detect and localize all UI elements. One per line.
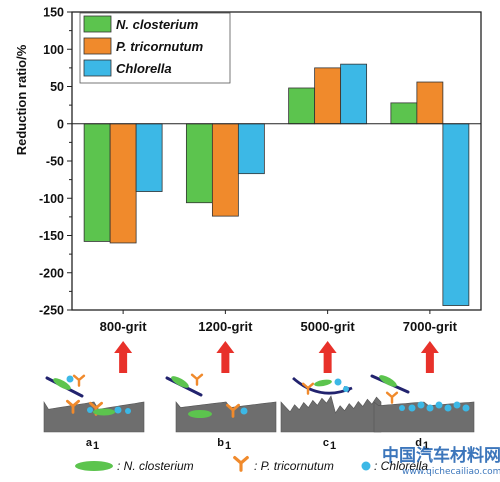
bar-7000-grit-2 [416,81,444,125]
x-tick-label: 5000-grit [301,319,356,334]
up-arrow-icon [114,341,133,373]
legend-label: : P. tricornutum [254,459,334,473]
bar-800-grit-1 [83,123,111,242]
y-tick-label: -100 [39,192,64,206]
bar-5000-grit-1 [288,87,316,125]
bar-1200-grit-3 [237,123,265,175]
blue-dot-icon [66,375,74,383]
watermark-url: www.qichecailiao.com [402,467,500,477]
blue-dot-icon [417,401,425,409]
tripod-icon [72,374,86,387]
green-ellipse-icon [53,378,71,390]
watermark-text: 中国汽车材料网 [382,445,500,466]
bar-7000-grit-1 [390,102,418,125]
tripod-icon [225,403,241,418]
green-ellipse-icon [188,410,212,418]
blue-dot-icon [426,404,434,412]
green-ellipse-icon [75,461,113,471]
blue-dot-icon [361,461,371,471]
y-tick-label: 150 [43,6,64,20]
green-ellipse-icon [379,375,397,387]
panel-label: a [86,437,93,449]
legend-label: : Chlorella [374,459,428,473]
panel-label: c [323,437,329,449]
watermark: 中国汽车材料网 www.qichecailiao.com [382,445,500,477]
blue-dot-icon [343,386,349,392]
up-arrow-icon [216,341,235,373]
blue-dot-icon [453,401,461,409]
y-tick-label: 0 [57,117,64,131]
bars [83,63,470,314]
organism-legend: : N. closterium : P. tricornutum : Chlorel… [75,456,428,473]
green-ellipse-icon [171,376,189,388]
legend-label: Chlorella [116,61,172,76]
panel-label-subscript: 1 [423,440,429,452]
legend-label: P. tricornutum [116,39,204,54]
bar-7000-grit-3 [442,123,470,306]
up-arrow-icon [420,341,439,373]
panel-label: b [217,437,224,449]
bar-1200-grit-2 [211,123,239,217]
panel-label-subscript: 1 [93,440,99,452]
tripod-icon [301,382,315,395]
rough-surface [175,401,277,433]
x-tick-label: 1200-grit [198,319,253,334]
bar-1200-grit-1 [185,123,213,204]
bar-5000-grit-2 [314,67,342,125]
blue-dot-icon [334,378,342,386]
blue-dot-icon [87,407,93,413]
bar-800-grit-2 [109,123,137,244]
y-axis-ticks: 150 100 50 0 -50 -100 -150 -200 -250 [39,6,72,318]
y-tick-label: -200 [39,266,64,280]
green-ellipse-icon [314,379,332,387]
panel-label-subscript: 1 [330,440,336,452]
blue-dot-icon [240,407,248,415]
tripod-icon [190,373,204,386]
y-axis-label: Reduction ratio/% [14,44,29,155]
x-tick-label: 800-grit [100,319,148,334]
y-tick-label: 100 [43,43,64,57]
panel-label-subscript: 1 [225,440,231,452]
green-ellipse-icon [93,408,115,416]
y-tick-label: -250 [39,304,64,318]
bar-chart: 150 100 50 0 -50 -100 -150 -200 -250 800-grit 120… [14,6,482,334]
blue-dot-icon [125,408,131,414]
blue-dot-icon [399,405,405,411]
blue-dot-icon [435,401,443,409]
rough-surface [280,395,382,433]
y-tick-label: -50 [46,155,64,169]
y-tick-label: -150 [39,229,64,243]
tripod-icon [385,391,399,404]
legend-label: : N. closterium [117,459,194,473]
tripod-icon [65,399,81,414]
up-arrow-icon [318,341,337,373]
blue-dot-icon [114,406,122,414]
blue-dot-icon [408,404,416,412]
legend-swatch [83,37,112,55]
bar-800-grit-3 [135,123,163,192]
x-axis-labels: 800-grit 1200-grit 5000-grit 7000-grit [100,319,458,334]
panel-label: d [415,437,422,449]
legend-swatch [83,15,112,33]
y-tick-label: 50 [50,80,64,94]
x-tick-label: 7000-grit [403,319,458,334]
bar-5000-grit-3 [340,63,368,125]
chart-legend: N. closterium P. tricornutum Chlorella [79,12,231,84]
tripod-icon [233,456,249,472]
legend-label: N. closterium [116,17,199,32]
legend-swatch [83,59,112,77]
blue-dot-icon [444,404,452,412]
blue-dot-icon [462,404,470,412]
